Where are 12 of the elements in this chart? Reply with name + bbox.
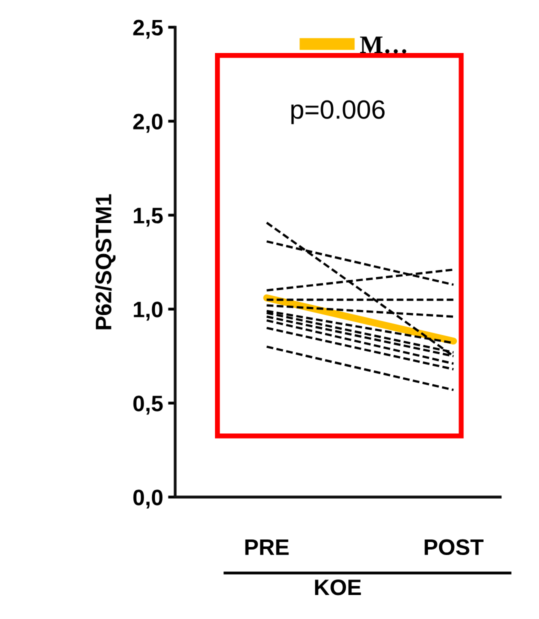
x-tick-label: POST <box>424 539 484 556</box>
annotation: p=0.006 <box>291 100 385 124</box>
y-axis-title: P62/SQSTM1 <box>95 194 116 330</box>
x-tick-label: PRE <box>245 540 289 555</box>
y-tick-label: 2,0 <box>133 114 162 133</box>
y-tick-label: 0,0 <box>133 490 162 509</box>
y-tick-label: 0,5 <box>133 396 163 415</box>
y-tick-label: 2,5 <box>133 20 163 39</box>
x-axis-title: KOE <box>315 579 361 596</box>
y-tick-label: 1,0 <box>134 302 162 321</box>
legend-label: M… <box>360 36 406 54</box>
y-tick-label: 1,5 <box>134 208 163 227</box>
